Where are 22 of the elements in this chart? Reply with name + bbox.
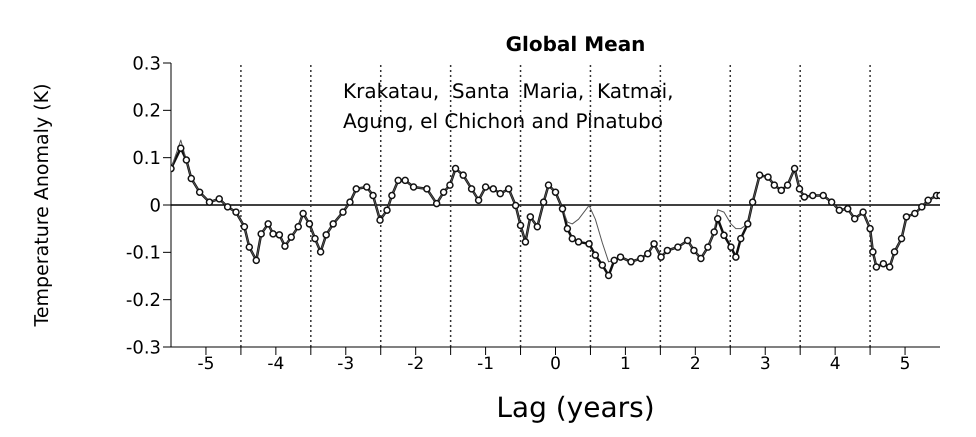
x-tick-label: 0	[550, 354, 561, 374]
y-tick-label: 0.2	[132, 100, 161, 122]
x-tick-label: -4	[267, 354, 284, 374]
x-tick-label: -3	[337, 354, 354, 374]
annotation: Krakatau, Santa Maria, Katmai, Agung, el Chichon and Pinatubo	[343, 79, 674, 133]
y-tick-label: 0.1	[132, 148, 161, 170]
y-axis-title: Temperature Anomaly (K)	[31, 83, 53, 328]
x-tick-label: -2	[407, 354, 424, 374]
x-tick-label: -1	[477, 354, 494, 374]
x-tick-label: 2	[690, 354, 701, 374]
y-tick-label: -0.1	[126, 242, 161, 264]
y-tick-label: 0.3	[132, 53, 161, 74]
x-tick-label: 5	[900, 354, 910, 374]
x-tick-label: -5	[197, 354, 214, 374]
y-tick-label: 0	[150, 195, 161, 216]
y-tick-label: -0.2	[126, 290, 161, 312]
x-tick-label: 3	[760, 354, 771, 374]
y-tick-label: -0.3	[126, 337, 161, 358]
x-tick-label: 1	[620, 354, 631, 374]
x-tick-label: 4	[830, 354, 841, 374]
chart-title: Global Mean	[506, 32, 646, 56]
x-axis-title: Lag (years)	[496, 391, 655, 424]
